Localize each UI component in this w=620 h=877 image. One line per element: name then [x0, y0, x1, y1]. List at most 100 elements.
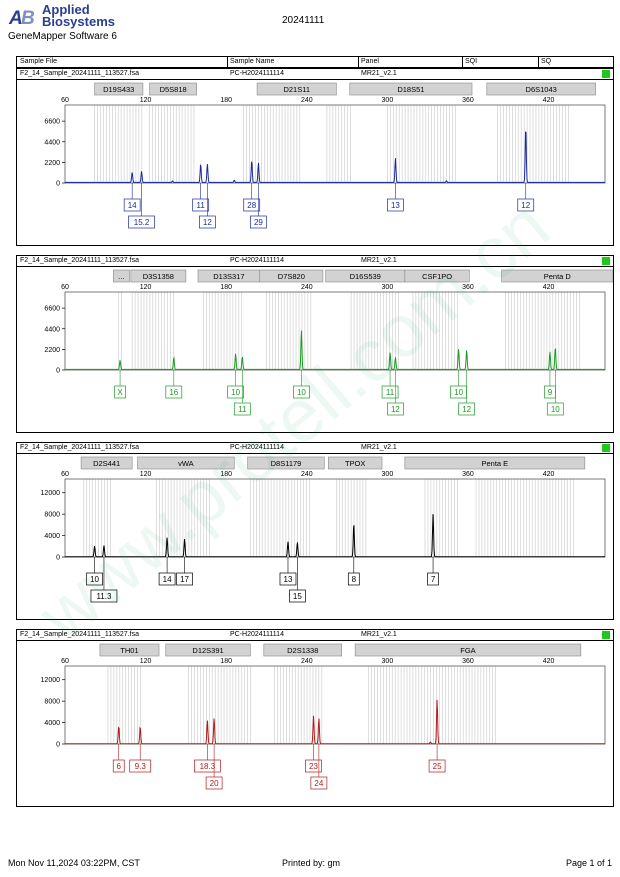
printed-by: Printed by: gm	[282, 858, 341, 868]
plot-frame	[64, 478, 606, 558]
marker-box	[354, 643, 582, 657]
marker-box	[404, 456, 586, 470]
panel-name: MR21_v2.1	[361, 70, 397, 77]
panel-title: F2_14_Sample_20241111_113527.fsa PC-H202…	[17, 630, 613, 641]
x-tick-label: 120	[140, 284, 152, 291]
marker-label: D6S1043	[526, 85, 557, 94]
marker-label: D13S317	[213, 272, 244, 281]
x-tick-label: 60	[61, 658, 69, 665]
x-tick-label: 180	[220, 471, 232, 478]
marker-label: D2S441	[93, 459, 120, 468]
y-tick-label: 12000	[41, 490, 61, 497]
allele-label: 15	[293, 592, 302, 601]
allele-box	[387, 402, 404, 416]
allele-box	[381, 385, 399, 399]
x-tick-label: 240	[301, 284, 313, 291]
allele-label: 10	[90, 575, 99, 584]
allele-box	[517, 198, 535, 212]
brand-line-2: Biosystems	[42, 14, 115, 29]
allele-box	[112, 759, 125, 773]
allele-box	[387, 198, 404, 212]
marker-box	[130, 269, 187, 283]
marker-label: D18S51	[397, 85, 424, 94]
allele-box	[86, 572, 103, 586]
x-tick-label: 180	[220, 658, 232, 665]
allele-label: 11.3	[96, 592, 112, 601]
x-tick-label: 240	[301, 658, 313, 665]
allele-label: 9.3	[135, 762, 147, 771]
marker-label: TPOX	[345, 459, 365, 468]
x-tick-label: 180	[220, 97, 232, 104]
allele-box	[129, 759, 152, 773]
allele-label: 24	[314, 779, 323, 788]
allele-box	[165, 385, 183, 399]
marker-label: D19S433	[103, 85, 134, 94]
allele-label: 12	[521, 201, 530, 210]
marker-box	[263, 643, 343, 657]
allele-label: 16	[169, 388, 178, 397]
sample-file: F2_14_Sample_20241111_113527.fsa	[20, 631, 139, 638]
allele-label: 12	[462, 405, 471, 414]
marker-label: D16S539	[350, 272, 381, 281]
allele-box	[227, 385, 244, 399]
plot-frame	[64, 104, 606, 184]
allele-label: X	[117, 388, 123, 397]
x-tick-label: 420	[543, 658, 555, 665]
allele-label: 29	[254, 218, 263, 227]
page-number: Page 1 of 1	[566, 858, 613, 868]
marker-box	[349, 82, 473, 96]
x-tick-label: 420	[543, 284, 555, 291]
allele-box	[428, 759, 446, 773]
marker-label: CSF1PO	[422, 272, 452, 281]
x-tick-label: 240	[301, 97, 313, 104]
plot-frame	[64, 665, 606, 745]
panel-title: F2_14_Sample_20241111_113527.fsa PC-H202…	[17, 69, 613, 80]
allele-label: 8	[352, 575, 357, 584]
applied-biosystems-logo-icon: A B	[8, 6, 40, 28]
allele-box	[293, 385, 310, 399]
electropherogram-panel-black: F2_14_Sample_20241111_113527.fsa PC-H202…	[16, 442, 614, 620]
x-tick-label: 240	[301, 471, 313, 478]
brand-name: Applied Biosystems	[42, 3, 115, 29]
print-timestamp: Mon Nov 11,2024 03:22PM, CST	[8, 858, 140, 868]
x-tick-label: 120	[140, 471, 152, 478]
allele-box	[114, 385, 126, 399]
allele-label: 11	[386, 388, 395, 397]
marker-label: D2S1338	[287, 646, 318, 655]
allele-box	[458, 402, 475, 416]
y-tick-label: 2200	[44, 347, 60, 354]
x-tick-label: 180	[220, 284, 232, 291]
x-tick-label: 420	[543, 471, 555, 478]
y-tick-label: 4400	[44, 326, 60, 333]
allele-box	[205, 776, 223, 790]
allele-box	[305, 759, 322, 773]
document-date: 20241111	[282, 15, 325, 26]
marker-label: TH01	[120, 646, 138, 655]
y-tick-label: 8000	[44, 699, 60, 706]
electropherogram-panel-blue: F2_14_Sample_20241111_113527.fsa PC-H202…	[16, 68, 614, 246]
allele-box	[427, 572, 439, 586]
allele-label: 10	[551, 405, 560, 414]
marker-box	[501, 269, 613, 283]
sample-file: F2_14_Sample_20241111_113527.fsa	[20, 444, 139, 451]
allele-box	[243, 198, 261, 212]
x-tick-label: 300	[382, 97, 394, 104]
col-sqi: SQI	[465, 58, 478, 65]
panel-name: MR21_v2.1	[361, 257, 397, 264]
x-tick-label: 60	[61, 471, 69, 478]
marker-box	[259, 269, 324, 283]
y-tick-label: 8000	[44, 512, 60, 519]
sample-name: PC-H2024111114	[230, 257, 284, 264]
marker-label: vWA	[178, 459, 194, 468]
panel-name: MR21_v2.1	[361, 631, 397, 638]
y-tick-label: 4000	[44, 720, 60, 727]
marker-label: D21S11	[283, 85, 310, 94]
x-tick-label: 360	[462, 284, 474, 291]
marker-box	[256, 82, 337, 96]
sample-file: F2_14_Sample_20241111_113527.fsa	[20, 257, 139, 264]
y-tick-label: 0	[56, 368, 60, 375]
allele-box	[250, 215, 267, 229]
y-tick-label: 12000	[41, 677, 61, 684]
marker-box	[94, 82, 144, 96]
